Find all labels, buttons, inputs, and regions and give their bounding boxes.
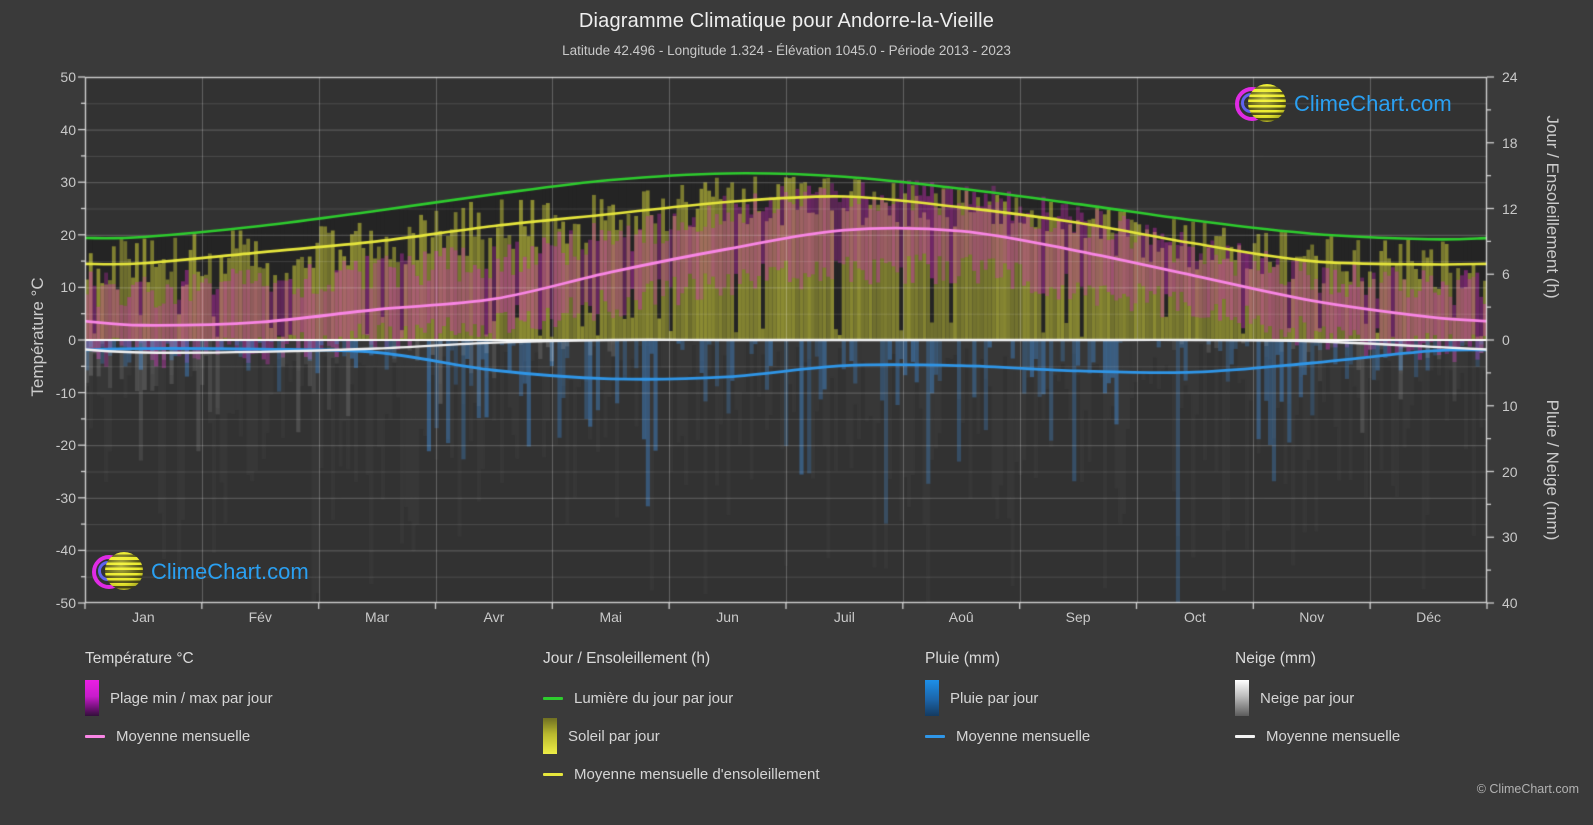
y-left-tick-label: -40	[55, 542, 76, 559]
x-month-label: Nov	[1299, 609, 1325, 625]
legend-group-1: Jour / Ensoleillement (h) Lumière du jour…	[543, 650, 820, 793]
legend-item-label: Moyenne mensuelle d'ensoleillement	[574, 765, 820, 783]
legend-group-title: Jour / Ensoleillement (h)	[543, 650, 711, 667]
legend-group-0: Température °C Plage min / max par jour Mo…	[85, 650, 273, 755]
y-right-hours-tick-label: 24	[1502, 69, 1518, 85]
y-left-tick-label: 0	[68, 332, 76, 348]
x-month-label: Juil	[833, 609, 855, 625]
page-subtitle: Latitude 42.496 - Longitude 1.324 - Élév…	[562, 43, 1011, 58]
x-month-label: Avr	[483, 609, 505, 625]
y-right-mm-tick-label: 30	[1502, 529, 1518, 546]
legend-line-swatch-icon	[85, 734, 105, 738]
legend-gradient-yellow-swatch-icon	[543, 718, 557, 754]
watermark-text: ClimeChart.com	[1294, 91, 1452, 116]
legend-gradient-magenta-swatch-icon	[85, 680, 99, 716]
climechart-logo-icon	[1235, 83, 1287, 125]
legend-item: Moyenne mensuelle	[1235, 717, 1400, 755]
y-axis-title-rain-snow: Pluie / Neige (mm)	[1543, 399, 1562, 541]
y-left-tick-label: -50	[55, 595, 76, 611]
watermark-text: ClimeChart.com	[151, 559, 309, 584]
y-right-hours-tick-label: 6	[1502, 266, 1510, 283]
legend-item-label: Neige par jour	[1260, 689, 1355, 707]
y-right-mm-tick-label: 10	[1502, 397, 1518, 414]
legend-item: Plage min / max par jour	[85, 679, 273, 717]
legend-gradient-blue-swatch-icon	[925, 680, 939, 716]
legend-item-label: Pluie par jour	[950, 689, 1039, 707]
legend-item-label: Moyenne mensuelle	[1266, 727, 1401, 745]
legend-line-swatch-icon	[543, 696, 563, 700]
legend-group-title: Température °C	[85, 650, 194, 667]
legend-item-label: Moyenne mensuelle	[116, 727, 251, 745]
y-right-hours-tick-label: 0	[1502, 332, 1510, 348]
y-right-mm-tick-label: 20	[1502, 463, 1518, 480]
legend-item-label: Lumière du jour par jour	[574, 689, 734, 707]
legend-group-2: Pluie (mm) Pluie par jour Moyenne mensuell…	[925, 650, 1090, 755]
x-month-label: Fév	[248, 609, 272, 625]
legend-line-swatch-icon	[1235, 734, 1255, 738]
y-left-tick-label: -30	[55, 489, 76, 506]
legend-group-title: Pluie (mm)	[925, 650, 1000, 667]
legend-line-swatch-icon	[543, 772, 563, 776]
y-right-mm-tick-label: 40	[1502, 595, 1518, 611]
logo-sun-sphere-icon	[1248, 84, 1286, 122]
x-month-label: Mar	[365, 609, 390, 625]
y-right-hours-tick-label: 18	[1502, 134, 1518, 151]
legend-item: Moyenne mensuelle	[925, 717, 1090, 755]
climechart-logo-icon	[92, 551, 144, 593]
legend-item: Soleil par jour	[543, 717, 820, 755]
y-right-hours-tick-label: 12	[1502, 200, 1518, 217]
x-month-label: Mai	[599, 609, 623, 625]
legend-item-label: Soleil par jour	[568, 727, 660, 745]
y-left-tick-label: 30	[60, 174, 76, 191]
legend-item: Lumière du jour par jour	[543, 679, 820, 717]
legend-group-title: Neige (mm)	[1235, 650, 1316, 667]
y-left-tick-label: 50	[60, 69, 76, 85]
y-left-tick-label: -20	[55, 437, 76, 454]
x-month-label: Jun	[716, 609, 739, 625]
legend-gradient-white-swatch-icon	[1235, 680, 1249, 716]
watermark-top-right: ClimeChart.com	[1235, 83, 1452, 125]
copyright-text: © ClimeChart.com	[1476, 782, 1579, 796]
page-title: Diagramme Climatique pour Andorre-la-Vie…	[578, 10, 995, 32]
y-left-tick-label: 10	[60, 279, 76, 296]
legend-item-label: Moyenne mensuelle	[956, 727, 1091, 745]
logo-sun-sphere-icon	[105, 552, 143, 590]
y-left-tick-label: 40	[60, 121, 76, 138]
legend-item-label: Plage min / max par jour	[110, 689, 273, 707]
legend-group-3: Neige (mm) Neige par jour Moyenne mensuell…	[1235, 650, 1400, 755]
legend-item: Moyenne mensuelle	[85, 717, 273, 755]
legend-item: Moyenne mensuelle d'ensoleillement	[543, 755, 820, 793]
y-axis-title-temperature: Température °C	[28, 277, 47, 397]
y-left-tick-label: 20	[60, 226, 76, 243]
legend-line-swatch-icon	[925, 734, 945, 738]
x-month-label: Jan	[132, 609, 155, 625]
y-left-tick-label: -10	[55, 384, 76, 401]
legend-item: Neige par jour	[1235, 679, 1400, 717]
y-axis-title-daylight-sun: Jour / Ensoleillement (h)	[1543, 115, 1562, 299]
watermark-bottom-left: ClimeChart.com	[92, 551, 309, 593]
legend-item: Pluie par jour	[925, 679, 1090, 717]
x-month-label: Déc	[1416, 609, 1442, 625]
x-month-label: Sep	[1065, 609, 1091, 625]
x-month-label: Oct	[1184, 609, 1206, 625]
x-month-label: Aoû	[948, 609, 974, 625]
